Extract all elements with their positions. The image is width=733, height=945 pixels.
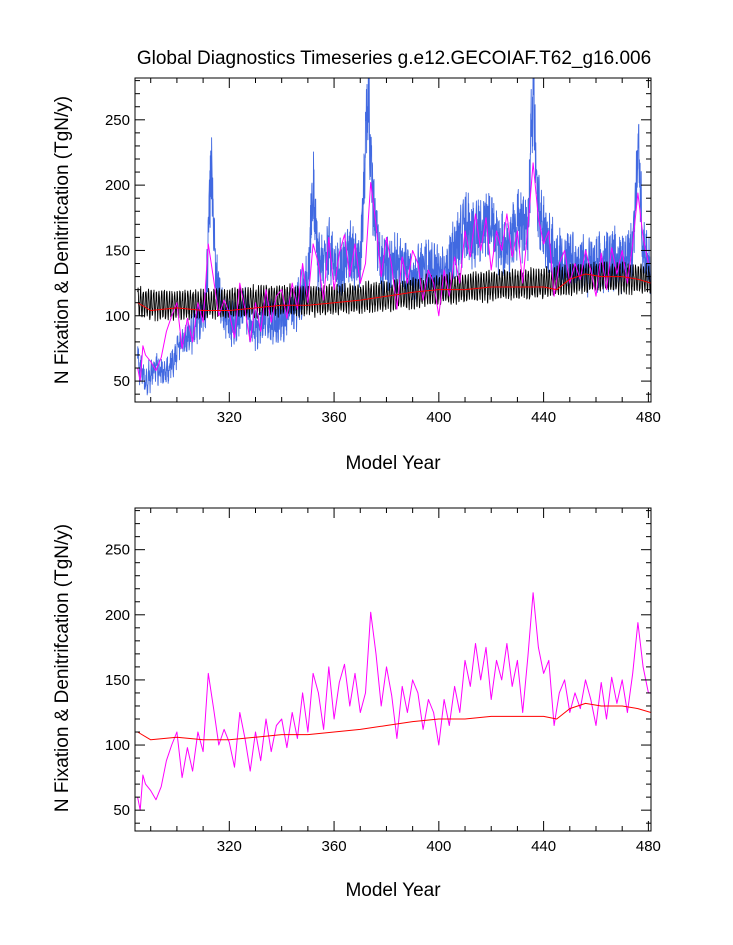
y-tick-label: 150 bbox=[105, 242, 130, 259]
x-tick-label: 320 bbox=[217, 409, 242, 426]
x-tick-label: 320 bbox=[217, 838, 242, 855]
y-tick-label: 200 bbox=[105, 177, 130, 194]
y-tick-label: 200 bbox=[105, 607, 130, 624]
y-tick-label: 50 bbox=[113, 802, 130, 819]
x-tick-label: 400 bbox=[426, 838, 451, 855]
y-tick-label: 100 bbox=[105, 737, 130, 754]
y-tick-label: 100 bbox=[105, 308, 130, 325]
x-tick-label: 360 bbox=[322, 838, 347, 855]
plot-frame bbox=[134, 77, 652, 403]
y-tick-label: 50 bbox=[113, 373, 130, 390]
top-x-axis-label: Model Year bbox=[345, 453, 441, 474]
y-tick-label: 250 bbox=[105, 112, 130, 129]
series-line-0-3 bbox=[137, 273, 651, 311]
y-tick-label: 150 bbox=[105, 672, 130, 689]
x-tick-label: 440 bbox=[531, 838, 556, 855]
x-tick-label: 480 bbox=[636, 409, 661, 426]
bottom-panel: 320 360 400 440 480 50 100 150 200 250 bbox=[105, 507, 661, 855]
bottom-y-axis-label: N Fixation & Denitrifcation (TgN/y) bbox=[52, 524, 73, 812]
top-panel: 320 360 400 440 480 50 100 150 200 250 bbox=[105, 77, 661, 426]
series-line-0-0 bbox=[137, 78, 651, 396]
chart-title: Global Diagnostics Timeseries g.e12.GECO… bbox=[137, 48, 651, 69]
series-line-1-1 bbox=[137, 702, 651, 741]
x-tick-label: 400 bbox=[426, 409, 451, 426]
x-tick-label: 360 bbox=[322, 409, 347, 426]
x-tick-label: 440 bbox=[531, 409, 556, 426]
top-y-axis-label: N Fixation & Denitrifcation (TgN/y) bbox=[52, 96, 73, 384]
plot-frame bbox=[134, 507, 652, 832]
bottom-x-axis-label: Model Year bbox=[345, 880, 441, 901]
series-line-0-2 bbox=[137, 162, 651, 382]
x-tick-label: 480 bbox=[636, 838, 661, 855]
y-tick-label: 250 bbox=[105, 542, 130, 559]
series-line-1-0 bbox=[137, 592, 651, 811]
